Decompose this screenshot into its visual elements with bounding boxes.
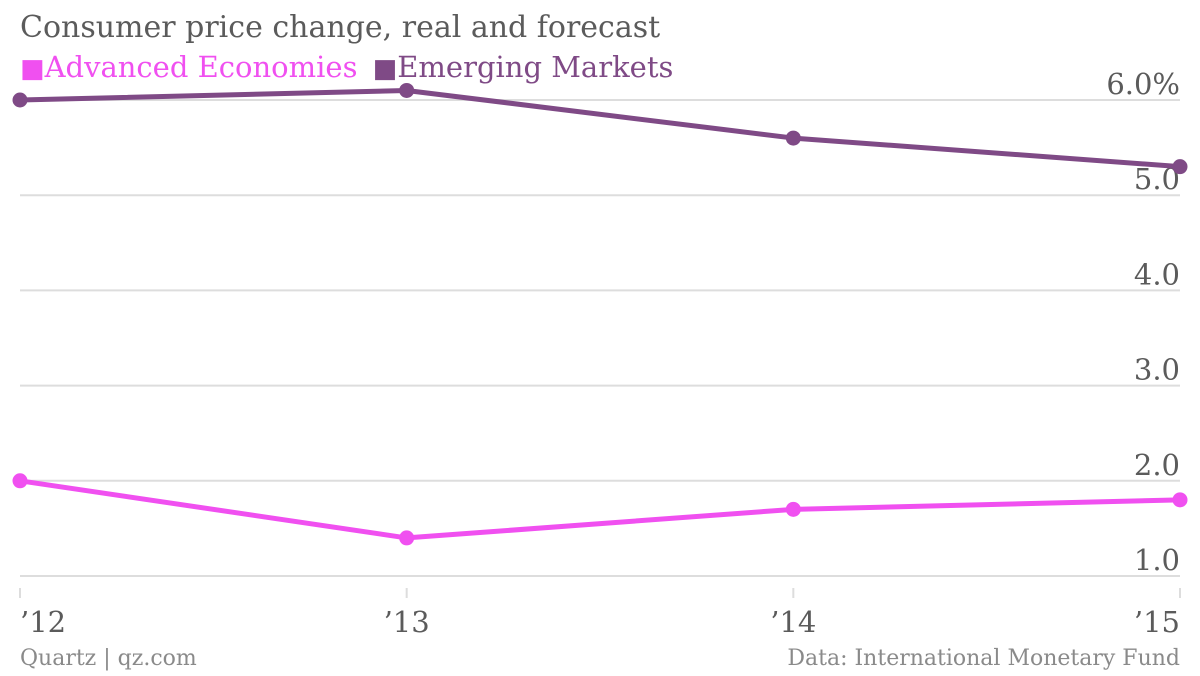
y-tick-label: 4.0 bbox=[1134, 257, 1180, 291]
legend-item-advanced: ■Advanced Economies bbox=[20, 50, 367, 84]
data-point-emerging-markets bbox=[1172, 159, 1188, 175]
data-point-advanced-economies bbox=[1172, 492, 1188, 508]
legend-item-emerging: ■Emerging Markets bbox=[373, 50, 674, 84]
chart-title: Consumer price change, real and forecast bbox=[20, 10, 661, 45]
x-tick-label: ’15 bbox=[1134, 605, 1180, 639]
legend-label-advanced: Advanced Economies bbox=[44, 50, 358, 84]
data-point-advanced-economies bbox=[399, 530, 415, 546]
y-tick-label: 6.0% bbox=[1106, 67, 1180, 101]
footer-source: Data: International Monetary Fund bbox=[787, 646, 1180, 671]
legend-swatch-advanced: ■ bbox=[20, 54, 45, 84]
x-tick-label: ’12 bbox=[20, 605, 66, 639]
data-point-emerging-markets bbox=[12, 92, 28, 108]
data-point-emerging-markets bbox=[399, 82, 415, 98]
series-line-advanced-economies bbox=[17, 478, 1183, 541]
x-tick-label: ’14 bbox=[770, 605, 816, 639]
chart-legend: ■Advanced Economies ■Emerging Markets bbox=[20, 50, 679, 84]
data-point-advanced-economies bbox=[12, 473, 28, 489]
legend-label-emerging: Emerging Markets bbox=[397, 50, 674, 84]
legend-swatch-emerging: ■ bbox=[372, 54, 398, 84]
footer-credit: Quartz | qz.com bbox=[20, 646, 197, 671]
series-line-emerging-markets bbox=[17, 87, 1183, 170]
x-tick-label: ’13 bbox=[384, 605, 430, 639]
data-point-emerging-markets bbox=[785, 130, 801, 146]
y-tick-label: 3.0 bbox=[1134, 353, 1180, 387]
y-tick-label: 1.0 bbox=[1134, 543, 1180, 577]
data-point-advanced-economies bbox=[785, 501, 801, 517]
y-tick-label: 2.0 bbox=[1134, 448, 1180, 482]
